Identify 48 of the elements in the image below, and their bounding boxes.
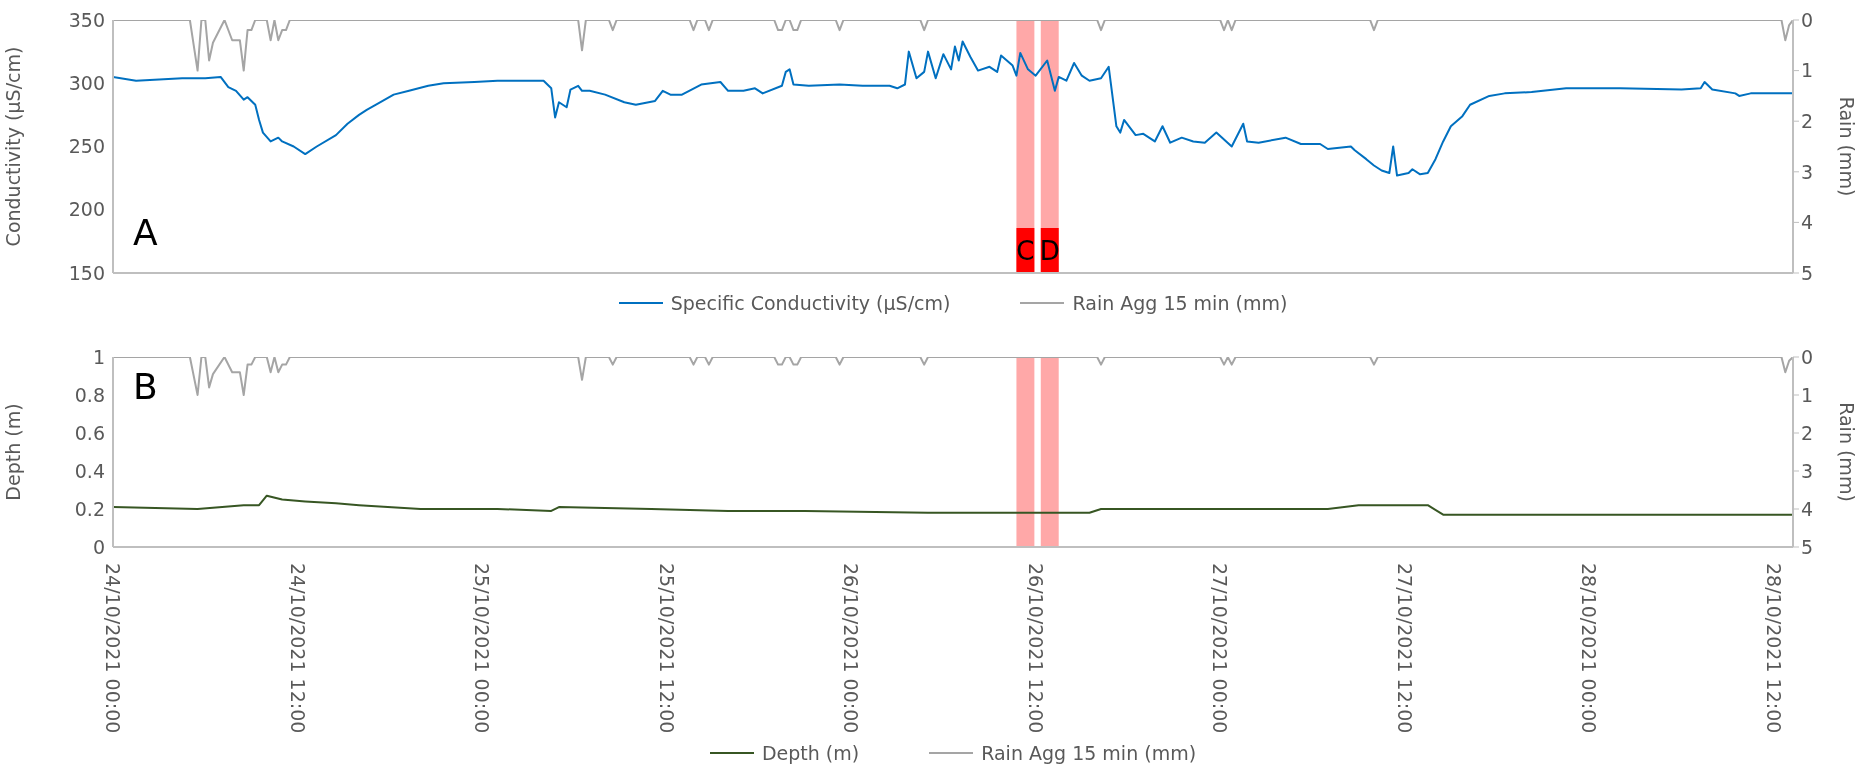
y-tick-label: 0.4 — [74, 459, 105, 482]
y2-tick-label: 0 — [1801, 8, 1814, 31]
x-tick-label: 25/10/2021 00:00 — [471, 563, 494, 734]
y-tick-label: 0.8 — [74, 383, 105, 406]
y2-tick-label: 3 — [1801, 459, 1814, 482]
x-tick-label: 26/10/2021 00:00 — [840, 563, 863, 734]
y2-tick-label: 0 — [1801, 345, 1814, 368]
legend-label: Rain Agg 15 min (mm) — [981, 742, 1197, 764]
y-tick-label: 200 — [68, 198, 105, 221]
y-tick-label: 250 — [68, 135, 105, 158]
x-tick-label: 26/10/2021 12:00 — [1024, 563, 1047, 734]
annotation: A — [133, 212, 158, 253]
x-tick-label: 27/10/2021 00:00 — [1209, 563, 1232, 734]
y2-tick-label: 5 — [1801, 261, 1814, 284]
y-tick-label: 300 — [68, 72, 105, 94]
legend-label: Depth (m) — [761, 742, 860, 764]
y-tick-label: 0.2 — [74, 497, 105, 520]
legend-label: Rain Agg 15 min (mm) — [1072, 292, 1288, 314]
y2-tick-label: 3 — [1801, 160, 1814, 183]
band-label: C — [1016, 236, 1035, 266]
annotation: B — [133, 366, 158, 407]
y-axis-title: Conductivity (µS/cm) — [1, 46, 24, 247]
y2-axis-title: Rain (mm) — [1836, 402, 1859, 502]
y-tick-label: 350 — [68, 8, 105, 31]
y-tick-label: 1 — [92, 345, 105, 368]
y2-tick-label: 5 — [1801, 535, 1814, 558]
y-tick-label: 150 — [68, 261, 105, 284]
y2-tick-label: 1 — [1801, 383, 1814, 406]
y2-tick-label: 4 — [1801, 497, 1814, 520]
x-tick-label: 24/10/2021 12:00 — [286, 563, 309, 734]
line-series — [113, 494, 1793, 516]
y2-axis-title: Rain (mm) — [1836, 96, 1859, 197]
legend-label: Specific Conductivity (µS/cm) — [670, 292, 951, 314]
band-label: D — [1039, 236, 1060, 266]
y-tick-label: 0.6 — [74, 421, 105, 444]
x-tick-label: 27/10/2021 12:00 — [1393, 563, 1416, 734]
y-axis-title: Depth (m) — [1, 403, 24, 501]
y2-tick-label: 2 — [1801, 421, 1814, 444]
line-series — [113, 20, 1793, 72]
y-tick-label: 0 — [92, 535, 105, 558]
x-tick-label: 28/10/2021 12:00 — [1762, 563, 1785, 734]
x-tick-label: 24/10/2021 00:00 — [102, 563, 124, 734]
x-tick-label: 25/10/2021 12:00 — [655, 563, 678, 734]
line-series — [113, 40, 1793, 177]
x-tick-label: 28/10/2021 00:00 — [1578, 563, 1601, 734]
y2-tick-label: 4 — [1801, 211, 1814, 234]
y2-tick-label: 2 — [1801, 109, 1814, 132]
y2-tick-label: 1 — [1801, 59, 1814, 82]
